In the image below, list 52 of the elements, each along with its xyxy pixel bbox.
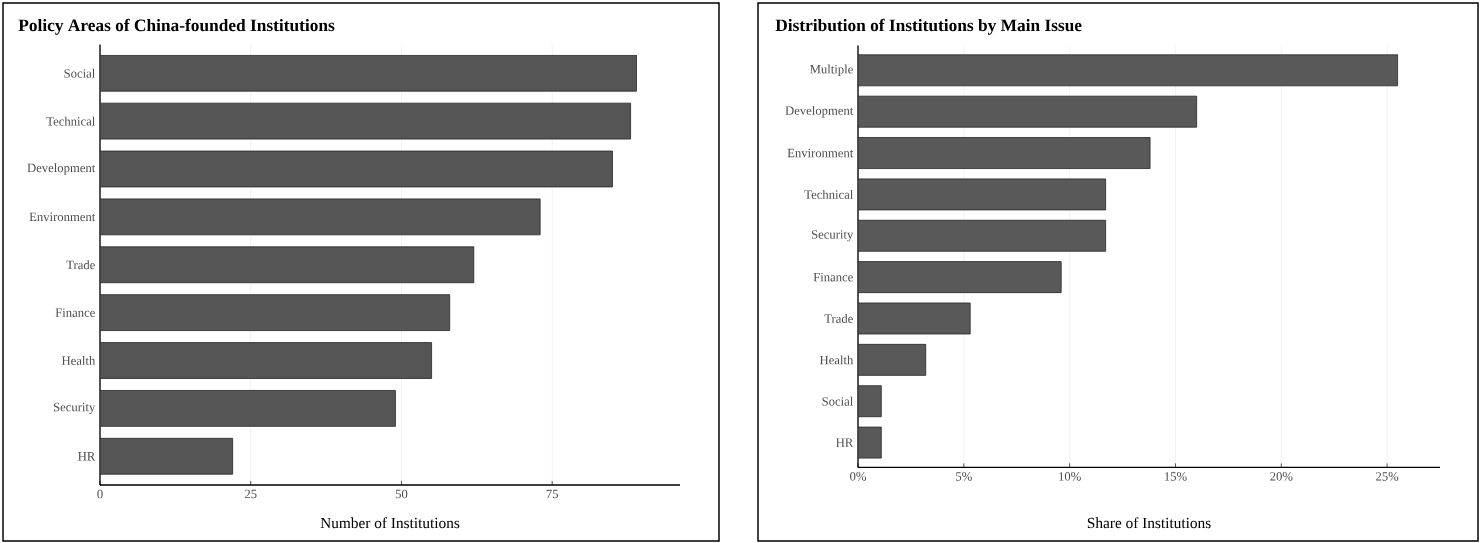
y-tick-label: Environment [29, 212, 96, 222]
bar [100, 198, 541, 236]
x-tick-label: 10% [1059, 472, 1081, 481]
x-tick-label: 0 [97, 489, 103, 499]
x-tick-label: 75 [546, 489, 559, 499]
y-tick-label: Development [27, 163, 96, 175]
bar [858, 343, 927, 376]
x-tick-label: 25% [1376, 472, 1399, 481]
y-tick-label: Security [811, 230, 854, 242]
y-tick-label: HR [836, 438, 854, 447]
y-tick-label: Technical [804, 189, 854, 199]
bar [100, 294, 451, 331]
chart-title: Policy Areas of China-founded Institutions [18, 18, 335, 35]
y-tick-label: Social [822, 396, 854, 406]
bar [858, 137, 1151, 169]
x-axis-title: Number of Institutions [320, 517, 460, 529]
y-tick-label: Security [53, 402, 96, 414]
y-tick-label: Multiple [810, 64, 853, 77]
bar [858, 261, 1062, 294]
y-tick-label: Social [64, 68, 96, 78]
x-tick-label: 50 [395, 489, 408, 499]
bar [858, 54, 1399, 87]
y-tick-label: Environment [787, 148, 854, 158]
y-tick-label: Trade [824, 314, 853, 323]
y-tick-label: Technical [46, 116, 96, 126]
x-tick-label: 20% [1270, 472, 1293, 481]
bar [858, 426, 882, 459]
y-tick-label: Trade [66, 260, 95, 270]
bar [100, 342, 432, 379]
y-tick-label: HR [78, 452, 96, 461]
bar [858, 178, 1107, 211]
y-tick-label: Development [785, 105, 854, 118]
y-tick-label: Health [61, 356, 96, 365]
x-tick-label: 25 [244, 489, 257, 499]
y-tick-label: Health [819, 355, 854, 365]
bar [100, 246, 475, 284]
bar [100, 437, 234, 475]
bar [100, 54, 637, 92]
x-tick-label: 15% [1164, 472, 1187, 481]
bar [100, 390, 396, 427]
chart-title: Distribution of Institutions by Main Issue [775, 18, 1082, 35]
bar [858, 302, 971, 335]
y-tick-label: Finance [813, 272, 853, 282]
bar [858, 95, 1198, 128]
bar [100, 150, 613, 188]
x-tick-label: 5% [956, 472, 972, 481]
y-tick-label: Finance [55, 308, 95, 317]
x-tick-label: 0% [850, 472, 867, 481]
x-axis-title: Share of Institutions [1087, 517, 1211, 529]
bar [100, 102, 631, 140]
bar [858, 219, 1107, 252]
bar [858, 385, 882, 418]
